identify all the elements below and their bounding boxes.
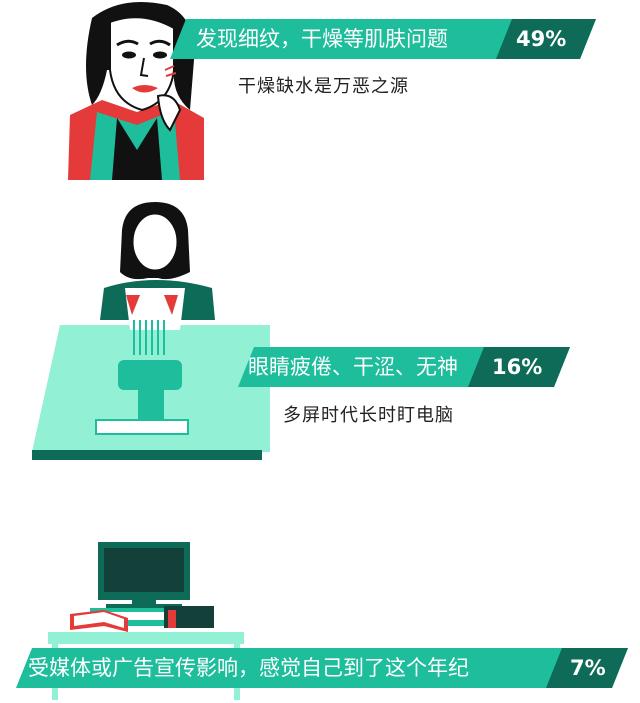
banner-shape <box>170 19 596 59</box>
percent-value: 7% <box>570 656 606 680</box>
banner-text: 眼睛疲倦、干涩、无神 <box>248 355 458 379</box>
woman-at-computer-icon <box>32 202 270 460</box>
subtitle: 多屏时代长时盯电脑 <box>283 405 454 426</box>
banner-text: 发现细纹，干燥等肌肤问题 <box>196 27 448 51</box>
percent-value: 16% <box>492 355 543 379</box>
banner-eye-fatigue: 眼睛疲倦、干涩、无神 16% <box>238 347 570 387</box>
woman-portrait-icon <box>68 1 204 180</box>
banner-media-influence: 受媒体或广告宣传影响，感觉自己到了这个年纪 7% <box>16 648 628 688</box>
banner-dry-skin: 发现细纹，干燥等肌肤问题 49% <box>170 19 596 59</box>
banner-shape <box>238 347 570 387</box>
subtitle: 干燥缺水是万恶之源 <box>238 76 409 97</box>
banner-text: 受媒体或广告宣传影响，感觉自己到了这个年纪 <box>28 656 469 680</box>
percent-value: 49% <box>516 27 567 51</box>
tv-and-books-icon <box>48 542 244 700</box>
banner-shape <box>16 648 628 688</box>
